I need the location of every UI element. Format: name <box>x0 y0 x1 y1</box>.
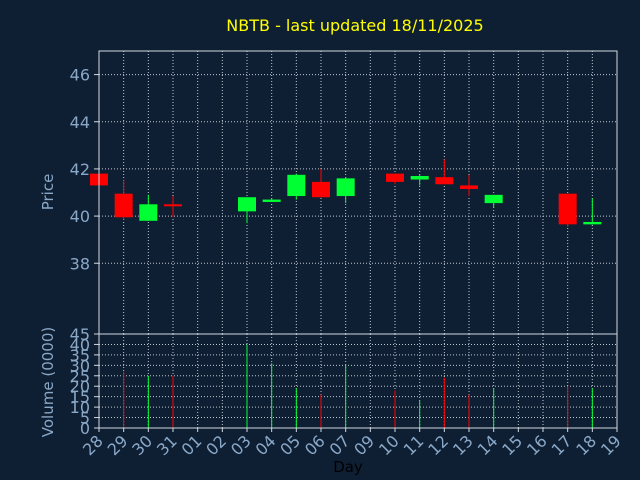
volume-tick-label: 40 <box>70 335 90 354</box>
volume-tick-label: 10 <box>70 398 90 417</box>
volume-tick-label: 30 <box>70 356 90 375</box>
price-tick-label: 42 <box>70 160 90 179</box>
price-axis-label: Price <box>39 174 57 211</box>
chart-title: NBTB - last updated 18/11/2025 <box>226 16 483 35</box>
candle-body <box>114 193 133 218</box>
volume-frame <box>98 333 618 429</box>
price-tick-label: 40 <box>70 207 90 226</box>
candle-body <box>460 185 478 189</box>
candle-body <box>262 199 281 202</box>
price-tick-label: 38 <box>70 254 90 273</box>
volume-tick-label: 20 <box>70 377 90 396</box>
candle-body <box>312 181 330 198</box>
candle-body <box>287 174 306 197</box>
candle-body <box>410 175 429 180</box>
candle-body <box>238 197 256 212</box>
price-tick-label: 44 <box>70 113 90 132</box>
volume-tick-label: 35 <box>70 346 90 365</box>
volume-tick-label: 45 <box>70 325 90 344</box>
price-tick-label: 46 <box>70 66 90 85</box>
volume-tick-label: 0 <box>80 419 90 438</box>
volume-tick-label: 5 <box>80 409 90 428</box>
candle-body <box>164 204 182 207</box>
volume-tick-label: 15 <box>70 388 90 407</box>
candle-body <box>139 204 158 221</box>
volume-axis-label: Volume (0000) <box>39 327 57 437</box>
candle-body <box>583 221 602 225</box>
candle-body <box>558 193 577 225</box>
candle-body <box>386 173 404 182</box>
candle-body <box>484 194 503 204</box>
x-axis-label: Day <box>333 458 363 476</box>
volume-tick-label: 25 <box>70 367 90 386</box>
candle-body <box>435 177 454 185</box>
price-panel: 38 40 42 44 46 <box>70 50 618 335</box>
candle-body <box>336 178 355 197</box>
